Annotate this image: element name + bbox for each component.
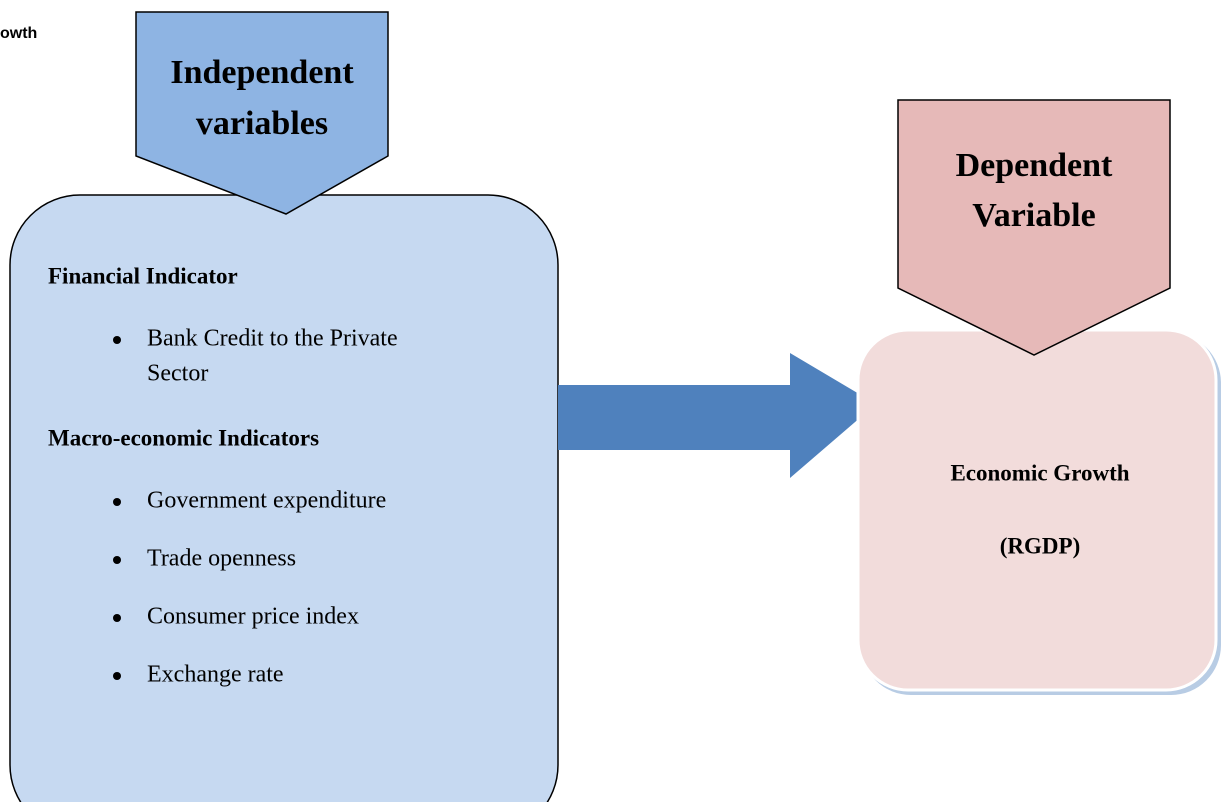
list-item: Sector [147, 361, 208, 387]
bullet [113, 672, 121, 680]
dependent-title: Variable [972, 197, 1095, 234]
independent-pentagon [135, 11, 389, 215]
bullet [113, 336, 121, 344]
list-item: Exchange rate [147, 662, 284, 688]
list-item: Bank Credit to the Private [147, 326, 398, 352]
arrow [558, 353, 876, 478]
dependent-line: (RGDP) [1000, 533, 1080, 558]
independent-title: Independent [170, 54, 354, 91]
dependent-line: Economic Growth [950, 460, 1129, 485]
dependent-pentagon [897, 99, 1171, 356]
bullet [113, 556, 121, 564]
dependent-title: Dependent [956, 147, 1113, 184]
list-item: Consumer price index [147, 604, 359, 630]
bullet [113, 614, 121, 622]
section-heading: Macro-economic Indicators [48, 425, 319, 450]
list-item: Trade openness [147, 546, 296, 572]
dependent-box [856, 328, 1218, 692]
section-heading: Financial Indicator [48, 263, 238, 288]
bullet [113, 498, 121, 506]
independent-title: variables [196, 105, 328, 142]
header-fragment: owth [0, 25, 37, 42]
list-item: Government expenditure [147, 488, 386, 514]
